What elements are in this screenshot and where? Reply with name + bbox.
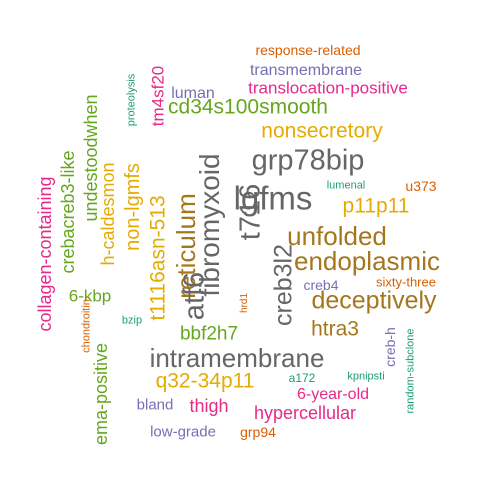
word-a172: a172: [288, 371, 316, 385]
word-q32-34p11: q32-34p11: [155, 369, 255, 393]
word-unfolded: unfolded: [287, 221, 387, 251]
word-ema-positive: ema-positive: [91, 342, 111, 446]
word-bbf2h7: bbf2h7: [179, 323, 239, 345]
word-proteolysis: proteolysis: [125, 73, 138, 127]
word-kpnipsti: kpnipsti: [347, 370, 385, 383]
word-p11p11: p11p11: [342, 194, 410, 218]
word-low-grade: low-grade: [150, 423, 216, 441]
word-htra3: htra3: [311, 317, 359, 341]
word-bzip: bzip: [121, 314, 143, 327]
word-creb3l2: creb3l2: [269, 244, 298, 326]
word-h-caldesmon: h-caldesmon: [98, 162, 118, 266]
word-translocation-positive: translocation-positive: [248, 78, 408, 98]
word-atf6: atf6: [178, 271, 211, 321]
word-bland: bland: [136, 396, 174, 414]
word-t716: t716: [234, 183, 267, 241]
word-t1116asn-513: t1116asn-513: [146, 195, 170, 321]
word-cd34s100smooth: cd34s100smooth: [168, 95, 328, 119]
word-response-related: response-related: [255, 42, 361, 58]
word-creb4: creb4: [303, 277, 339, 293]
word-crebacreb3-like: crebacreb3-like: [58, 150, 78, 274]
word-hrd1: hrd1: [239, 292, 250, 314]
word-tm4sf20: tm4sf20: [148, 65, 168, 127]
word-thigh: thigh: [189, 396, 229, 416]
word-hypercellular: hypercellular: [253, 403, 357, 423]
word-u373: u373: [405, 178, 437, 194]
word-sixty-three: sixty-three: [376, 274, 436, 290]
word-non-lgmfs: non-lgmfs: [122, 163, 144, 251]
word-6-year-old: 6-year-old: [296, 386, 370, 403]
word-grp94: grp94: [240, 424, 276, 440]
word-random-subclone: random-subclone: [404, 328, 417, 414]
word-6-kbp: 6-kbp: [68, 286, 112, 306]
word-luman: luman: [171, 85, 215, 102]
word-creb-h: creb-h: [382, 327, 398, 367]
word-lgfms: lgfms: [233, 179, 313, 217]
word-grp78bip: grp78bip: [251, 144, 365, 177]
word-intramembrane: intramembrane: [149, 343, 325, 373]
word-transmembrane: transmembrane: [249, 62, 363, 79]
word-endoplasmic: endoplasmic: [294, 246, 440, 276]
word-lumenal: lumenal: [326, 179, 366, 192]
word-deceptively: deceptively: [311, 286, 437, 315]
word-collagen-containing: collagen-containing: [35, 176, 55, 332]
word-nonsecretory: nonsecretory: [261, 119, 383, 143]
